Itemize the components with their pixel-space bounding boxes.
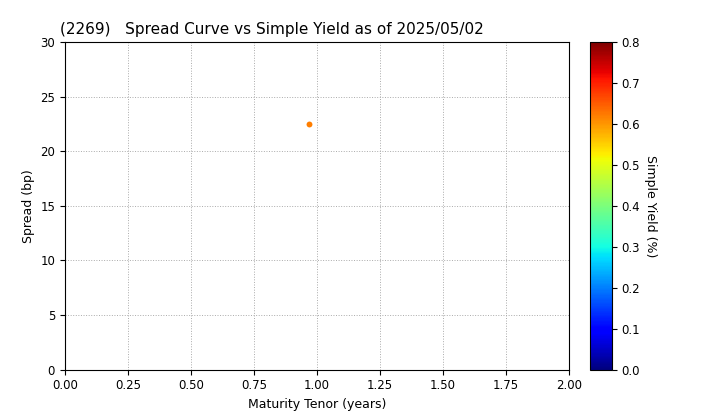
Y-axis label: Spread (bp): Spread (bp) [22,169,35,243]
Point [303,121,315,127]
Text: (2269)   Spread Curve vs Simple Yield as of 2025/05/02: (2269) Spread Curve vs Simple Yield as o… [60,22,484,37]
X-axis label: Maturity Tenor (years): Maturity Tenor (years) [248,398,386,411]
Y-axis label: Simple Yield (%): Simple Yield (%) [644,155,657,257]
